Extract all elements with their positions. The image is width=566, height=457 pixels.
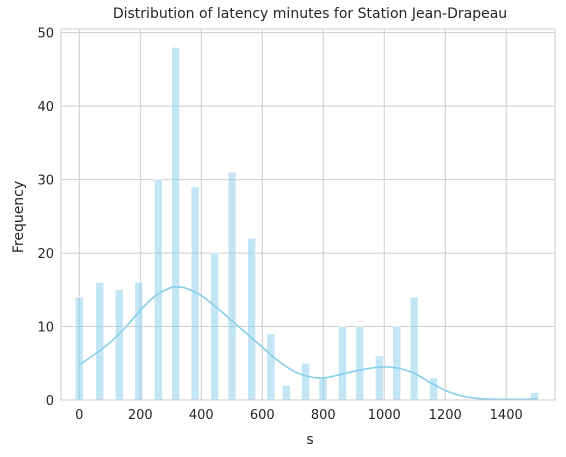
y-tick-label: 0: [46, 394, 54, 409]
histogram-bar: [409, 296, 419, 401]
y-tick-label: 10: [37, 321, 54, 336]
histogram-bar: [355, 326, 365, 401]
x-axis-label: s: [306, 432, 313, 448]
histogram-bar: [153, 179, 163, 401]
x-tick-labels: 0 200 400 600 800 1000 1200 1400: [75, 408, 523, 423]
x-tick-label: 0: [75, 408, 83, 423]
x-tick-label: 1200: [429, 408, 462, 423]
x-tick-label: 200: [128, 408, 153, 423]
histogram-bar: [318, 377, 328, 401]
x-tick-label: 1000: [368, 408, 401, 423]
chart-title: Distribution of latency minutes for Stat…: [113, 6, 507, 22]
histogram-bar: [210, 252, 219, 401]
histogram-bar: [74, 296, 84, 401]
histogram-bar: [114, 289, 124, 401]
histogram-bar: [282, 385, 291, 401]
y-tick-label: 40: [37, 100, 54, 115]
y-tick-label: 30: [37, 174, 54, 189]
histogram-bar: [429, 377, 438, 401]
histogram-bar: [392, 326, 402, 401]
grid-lines: [61, 29, 555, 401]
histogram-bar: [95, 282, 105, 401]
histogram-bar: [301, 362, 310, 401]
x-tick-label: 600: [250, 408, 275, 423]
histogram-bar: [266, 333, 276, 401]
histogram-bar: [375, 355, 384, 401]
x-tick-label: 800: [311, 408, 336, 423]
y-tick-label: 20: [37, 247, 54, 262]
histogram-bar: [247, 238, 256, 401]
y-axis-label: Frequency: [11, 181, 27, 253]
histogram-bar: [171, 47, 180, 401]
kde-curve: [78, 285, 537, 401]
histogram-bar: [134, 282, 144, 401]
y-tick-label: 50: [37, 27, 54, 42]
y-tick-labels: 0 10 20 30 40 50: [37, 27, 54, 409]
x-tick-label: 400: [189, 408, 214, 423]
plot-frame: [60, 28, 556, 401]
histogram-bar: [338, 326, 347, 401]
histogram-bars: [74, 47, 539, 401]
x-tick-label: 1400: [490, 408, 523, 423]
histogram-bar: [227, 171, 237, 401]
